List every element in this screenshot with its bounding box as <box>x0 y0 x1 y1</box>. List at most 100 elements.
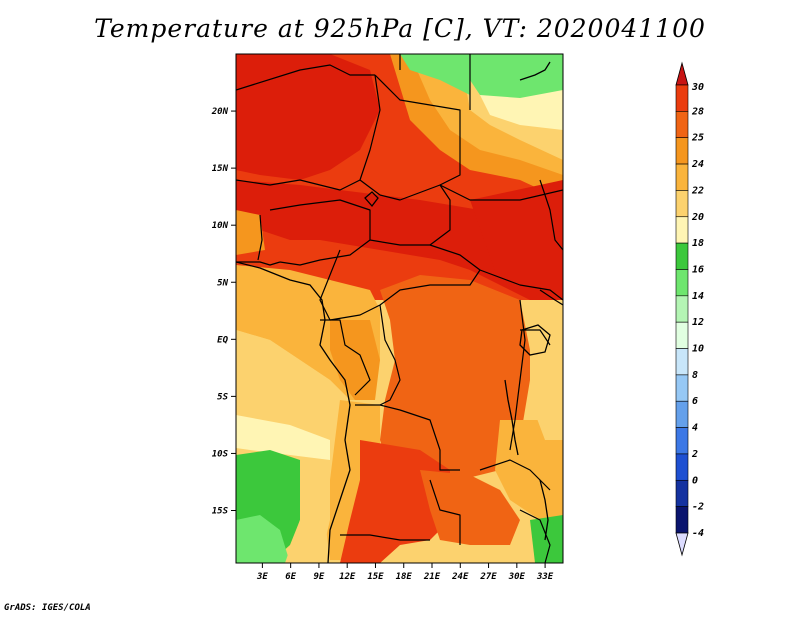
lake-tanganyika <box>504 379 519 456</box>
region-zambia-25 <box>420 470 520 545</box>
border-egypt-sudan <box>399 54 471 110</box>
lat-tick-label: 20N <box>211 107 229 117</box>
coastlines <box>236 61 551 563</box>
region-gabon-24 <box>330 320 380 400</box>
colorbar-label: 18 <box>692 238 704 249</box>
region-east-sudan-30 <box>470 180 563 300</box>
latitude-axis: 20N 15N 10N 5N EQ 5S 10S 15S <box>211 107 236 517</box>
colorbar-label: 24 <box>691 159 704 170</box>
lake-chad <box>364 191 379 208</box>
border-angola-namibia <box>340 534 430 541</box>
border-chad-car <box>379 184 451 246</box>
map-frame <box>235 53 564 564</box>
colorbar-swatch <box>675 506 689 534</box>
colorbar-bottom-arrow <box>675 532 689 557</box>
colorbar-label: -2 <box>692 502 704 513</box>
region-sahel-30 <box>236 180 563 290</box>
lon-tick-label: 30E <box>508 572 526 582</box>
colorbar-label: 4 <box>692 423 698 434</box>
lon-tick-label: 9E <box>314 572 325 582</box>
coastline-gulf-of-guinea <box>236 261 351 563</box>
region-southeast-16 <box>530 515 563 563</box>
colorbar-label: 12 <box>692 317 704 328</box>
colorbar-swatch <box>675 453 689 481</box>
colorbar-label: 6 <box>692 396 698 407</box>
region-northeast-18 <box>480 90 563 130</box>
colorbar-swatch <box>675 137 689 165</box>
border-libya-chad <box>374 74 461 186</box>
colorbar-label: 22 <box>691 185 704 196</box>
border-gabon-congo <box>320 319 371 396</box>
lon-tick-label: 18E <box>396 572 413 582</box>
colorbar-label: 0 <box>692 475 698 486</box>
lake-malawi <box>539 479 549 541</box>
colorbar-label: 10 <box>692 344 704 355</box>
lat-tick-label: EQ <box>217 335 228 345</box>
colorbar-swatch <box>675 427 689 455</box>
border-sudan-southsudan <box>439 184 563 201</box>
lat-tick-label: 10N <box>212 221 229 231</box>
colorbar-swatch <box>675 321 689 349</box>
lon-tick-label: 21E <box>423 572 441 582</box>
colorbar-top-arrow <box>675 61 689 86</box>
border-kenya <box>539 289 563 306</box>
colorbar-swatch <box>675 479 689 507</box>
border-algeria-niger <box>236 64 375 91</box>
border-west-africa <box>236 214 281 266</box>
lon-tick-label: 12E <box>339 572 356 582</box>
region-libya-16 <box>400 54 470 95</box>
border-ethiopia-sudan <box>539 179 563 251</box>
temperature-field <box>236 54 563 563</box>
region-egypt-14 <box>470 54 563 98</box>
colorbar-swatch <box>675 269 689 297</box>
border-mozambique <box>519 509 551 563</box>
software-credit: GrADS: IGES/COLA <box>4 603 91 613</box>
longitude-axis: 3E 6E 9E 12E 15E 18E 21E 24E 27E 30E 33E <box>256 563 554 582</box>
map-title: Temperature at 925hPa [C], VT: 202004110… <box>94 14 706 43</box>
lon-tick-label: 33E <box>536 572 554 582</box>
colorbar-label: 2 <box>691 449 698 460</box>
lat-tick-label: 5N <box>217 278 228 288</box>
colorbar-swatch <box>675 400 689 428</box>
border-uganda <box>520 329 551 346</box>
lat-tick-label: 15N <box>212 164 229 174</box>
colorbar-swatch <box>675 216 689 244</box>
colorbar-swatch <box>675 295 689 323</box>
colorbar-swatch <box>675 242 689 270</box>
region-benguela-20 <box>285 460 330 563</box>
colorbar-label: 30 <box>691 82 704 93</box>
border-mali-niger <box>236 179 361 191</box>
colorbar-label: 14 <box>692 291 704 302</box>
border-drc-angola <box>355 404 460 471</box>
lon-tick-label: 6E <box>285 572 296 582</box>
border-angola-zambia <box>429 479 461 545</box>
lat-tick-label: 10S <box>212 449 229 459</box>
lon-tick-label: 15E <box>367 572 384 582</box>
lon-tick-label: 3E <box>256 572 268 582</box>
lat-tick-label: 15S <box>212 507 229 517</box>
colorbar-label: 25 <box>691 133 704 144</box>
colorbar-label: -4 <box>692 528 704 539</box>
red-sea-coast <box>519 61 551 81</box>
lon-tick-label: 27E <box>479 572 497 582</box>
colorbar-label: 8 <box>692 370 698 381</box>
region-east-20 <box>520 300 563 440</box>
region-namibia-ocean-14 <box>236 515 290 563</box>
lake-victoria <box>519 324 551 356</box>
lon-tick-label: 24E <box>451 572 469 582</box>
colorbar-swatch <box>675 374 689 402</box>
colorbar-swatch <box>675 111 689 139</box>
border-niger-chad <box>359 74 381 196</box>
border-drc-west <box>379 304 401 406</box>
border-cameroon <box>319 249 381 321</box>
colorbar-swatch <box>675 190 689 218</box>
border-southsudan <box>479 269 563 301</box>
colorbar-label: 20 <box>691 212 704 223</box>
colorbar-label: 28 <box>691 106 704 117</box>
region-atlantic-south-18 <box>236 415 330 460</box>
colorbar-swatch <box>675 163 689 191</box>
region-west-coast-24 <box>236 210 265 255</box>
region-sahara-30 <box>236 54 380 180</box>
